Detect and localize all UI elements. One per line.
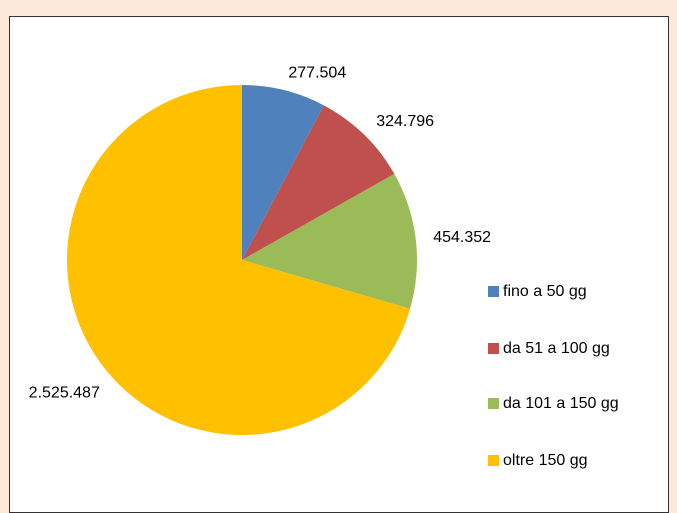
legend-label: fino a 50 gg bbox=[503, 283, 587, 300]
legend-entry: fino a 50 gg bbox=[488, 282, 653, 301]
legend-label: oltre 150 gg bbox=[503, 452, 588, 469]
legend-entry: oltre 150 gg bbox=[488, 451, 653, 470]
legend-label: da 101 a 150 gg bbox=[503, 395, 619, 412]
legend-label: da 51 a 100 gg bbox=[503, 340, 610, 357]
data-label: 2.525.487 bbox=[29, 385, 100, 402]
legend-swatch bbox=[488, 286, 499, 297]
pie-slice bbox=[242, 173, 417, 309]
legend-entry: da 51 a 100 gg bbox=[488, 339, 653, 358]
legend-swatch bbox=[488, 398, 499, 409]
pie-slice bbox=[67, 85, 411, 435]
pie-slice bbox=[242, 85, 324, 260]
legend-swatch bbox=[488, 343, 499, 354]
pie-slice bbox=[242, 105, 395, 260]
legend-entry: da 101 a 150 gg bbox=[488, 394, 653, 413]
data-label: 277.504 bbox=[288, 64, 346, 81]
data-label: 454.352 bbox=[433, 229, 491, 246]
data-label: 324.796 bbox=[376, 113, 434, 130]
legend-swatch bbox=[488, 455, 499, 466]
